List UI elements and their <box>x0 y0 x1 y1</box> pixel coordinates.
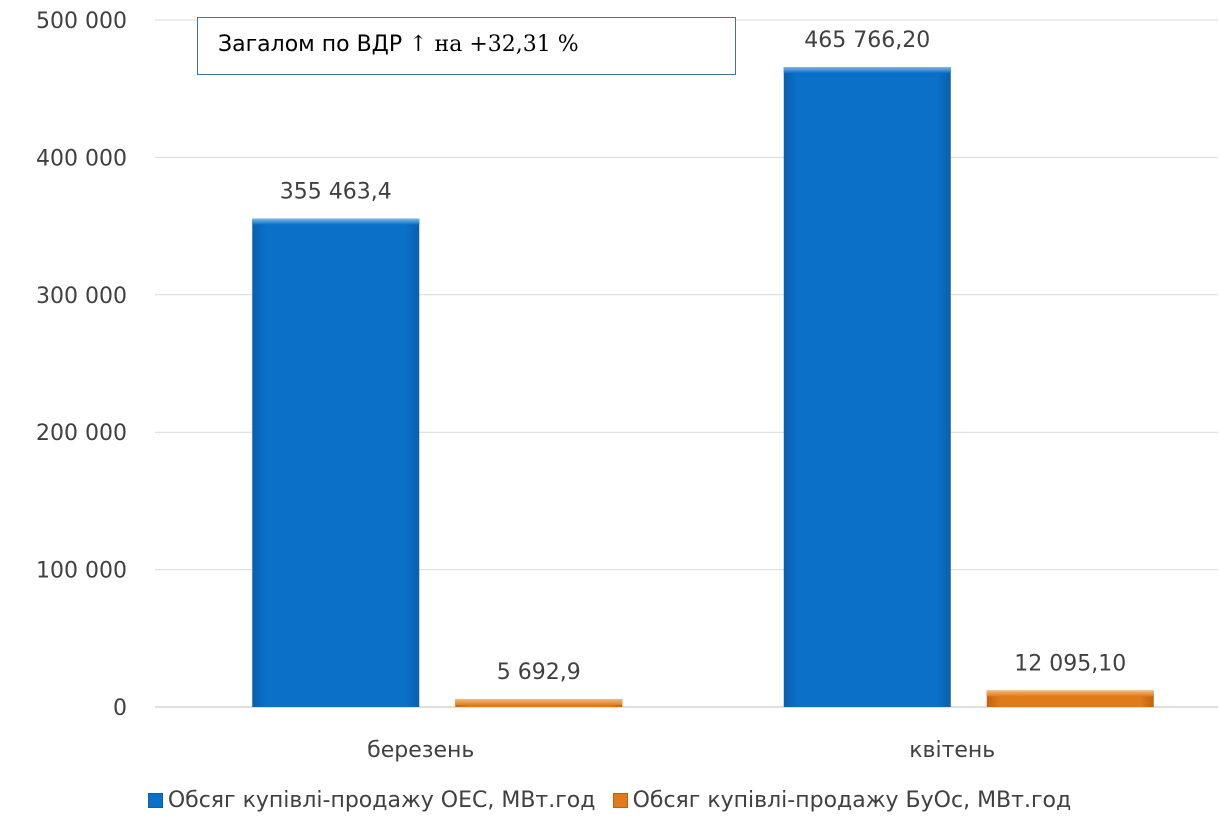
bar-cap-buos-1 <box>986 690 1154 697</box>
data-label-buos-1: 12 095,10 <box>1014 651 1126 676</box>
bar-oes-0 <box>252 218 420 707</box>
legend-swatch-buos <box>612 793 628 808</box>
y-tick-label: 400 000 <box>36 146 127 171</box>
bar-cap-oes-0 <box>252 218 420 225</box>
summary-note-suffix: ↑ на +32,31 % <box>409 32 579 57</box>
legend: Обсяг купівлі-продажу ОЕС, МВт.год Обсяг… <box>0 788 1219 813</box>
summary-note-box: Загалом по ВДР ↑ на +32,31 % <box>197 17 736 75</box>
y-tick-label: 100 000 <box>36 559 127 584</box>
legend-label-oes: Обсяг купівлі-продажу ОЕС, МВт.год <box>167 788 596 813</box>
legend-label-buos: Обсяг купівлі-продажу БуОс, МВт.год <box>632 788 1072 813</box>
x-category-label: квітень <box>909 738 995 763</box>
y-tick-label: 0 <box>113 696 127 721</box>
bar-cap-buos-0 <box>455 699 623 706</box>
data-label-oes-1: 465 766,20 <box>804 28 930 53</box>
y-tick-label: 200 000 <box>36 421 127 446</box>
data-label-oes-0: 355 463,4 <box>280 180 392 205</box>
legend-swatch-oes <box>147 793 163 808</box>
y-tick-label: 500 000 <box>36 9 127 34</box>
bar-cap-oes-1 <box>783 67 951 74</box>
legend-item-buos: Обсяг купівлі-продажу БуОс, МВт.год <box>612 788 1072 813</box>
x-category-label: березень <box>367 738 474 763</box>
summary-note-prefix: Загалом по ВДР <box>218 32 410 57</box>
data-label-buos-0: 5 692,9 <box>497 660 581 685</box>
legend-item-oes: Обсяг купівлі-продажу ОЕС, МВт.год <box>147 788 596 813</box>
y-tick-label: 300 000 <box>36 284 127 309</box>
summary-note-text: Загалом по ВДР ↑ на +32,31 % <box>218 32 579 57</box>
bar-oes-1 <box>783 67 951 708</box>
